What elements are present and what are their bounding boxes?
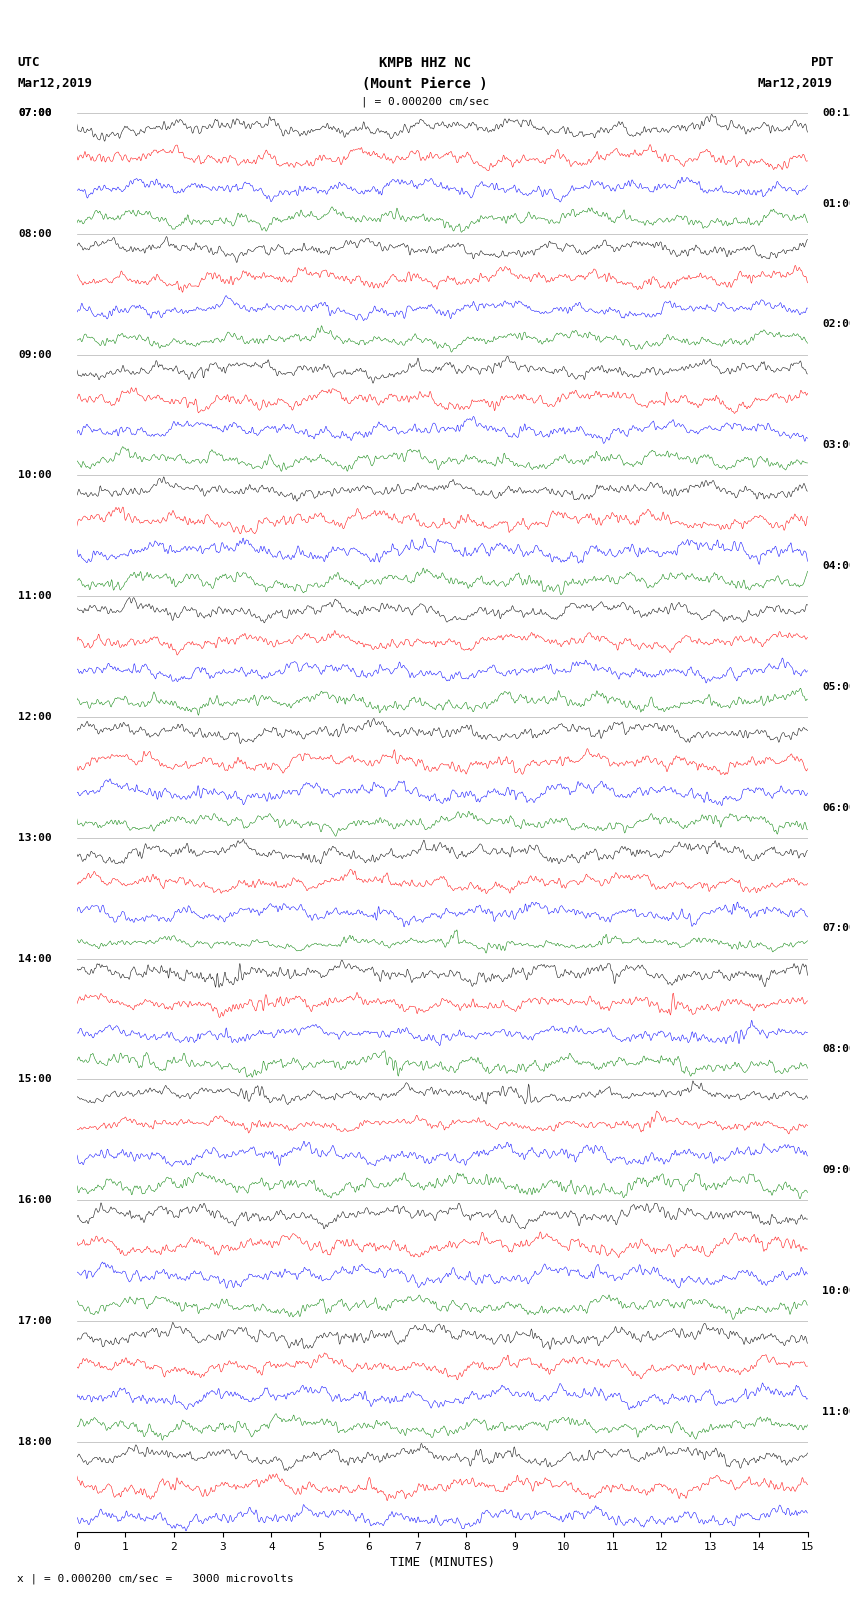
Text: KMPB HHZ NC: KMPB HHZ NC: [379, 56, 471, 71]
Text: 00:15: 00:15: [822, 108, 850, 118]
Text: 10:00: 10:00: [822, 1286, 850, 1295]
Text: 01:00: 01:00: [822, 198, 850, 208]
Text: 06:00: 06:00: [822, 803, 850, 813]
Text: 09:00: 09:00: [822, 1165, 850, 1174]
Text: 07:00: 07:00: [19, 108, 52, 118]
Text: PDT: PDT: [811, 56, 833, 69]
Text: 16:00: 16:00: [19, 1195, 52, 1205]
Text: UTC: UTC: [17, 56, 39, 69]
Text: 18:00: 18:00: [19, 1437, 52, 1447]
Text: x | = 0.000200 cm/sec =   3000 microvolts: x | = 0.000200 cm/sec = 3000 microvolts: [17, 1573, 294, 1584]
Text: 07:00: 07:00: [19, 108, 52, 118]
Text: 08:00: 08:00: [19, 229, 52, 239]
Text: 04:00: 04:00: [822, 561, 850, 571]
Text: 08:00: 08:00: [822, 1044, 850, 1055]
Text: Mar12,2019: Mar12,2019: [17, 77, 92, 90]
Text: 10:00: 10:00: [19, 471, 52, 481]
Text: 15:00: 15:00: [19, 1074, 52, 1084]
Text: Mar12,2019: Mar12,2019: [758, 77, 833, 90]
Text: 17:00: 17:00: [19, 1316, 52, 1326]
Text: | = 0.000200 cm/sec: | = 0.000200 cm/sec: [361, 97, 489, 108]
Text: (Mount Pierce ): (Mount Pierce ): [362, 77, 488, 92]
Text: 12:00: 12:00: [19, 711, 52, 723]
Text: 09:00: 09:00: [19, 350, 52, 360]
Text: 11:00: 11:00: [19, 590, 52, 602]
Text: 13:00: 13:00: [19, 832, 52, 842]
Text: 03:00: 03:00: [822, 440, 850, 450]
Text: 07:00: 07:00: [822, 923, 850, 934]
Text: 11:00: 11:00: [822, 1407, 850, 1416]
Text: 05:00: 05:00: [822, 682, 850, 692]
Text: 14:00: 14:00: [19, 953, 52, 963]
X-axis label: TIME (MINUTES): TIME (MINUTES): [389, 1557, 495, 1569]
Text: 02:00: 02:00: [822, 319, 850, 329]
